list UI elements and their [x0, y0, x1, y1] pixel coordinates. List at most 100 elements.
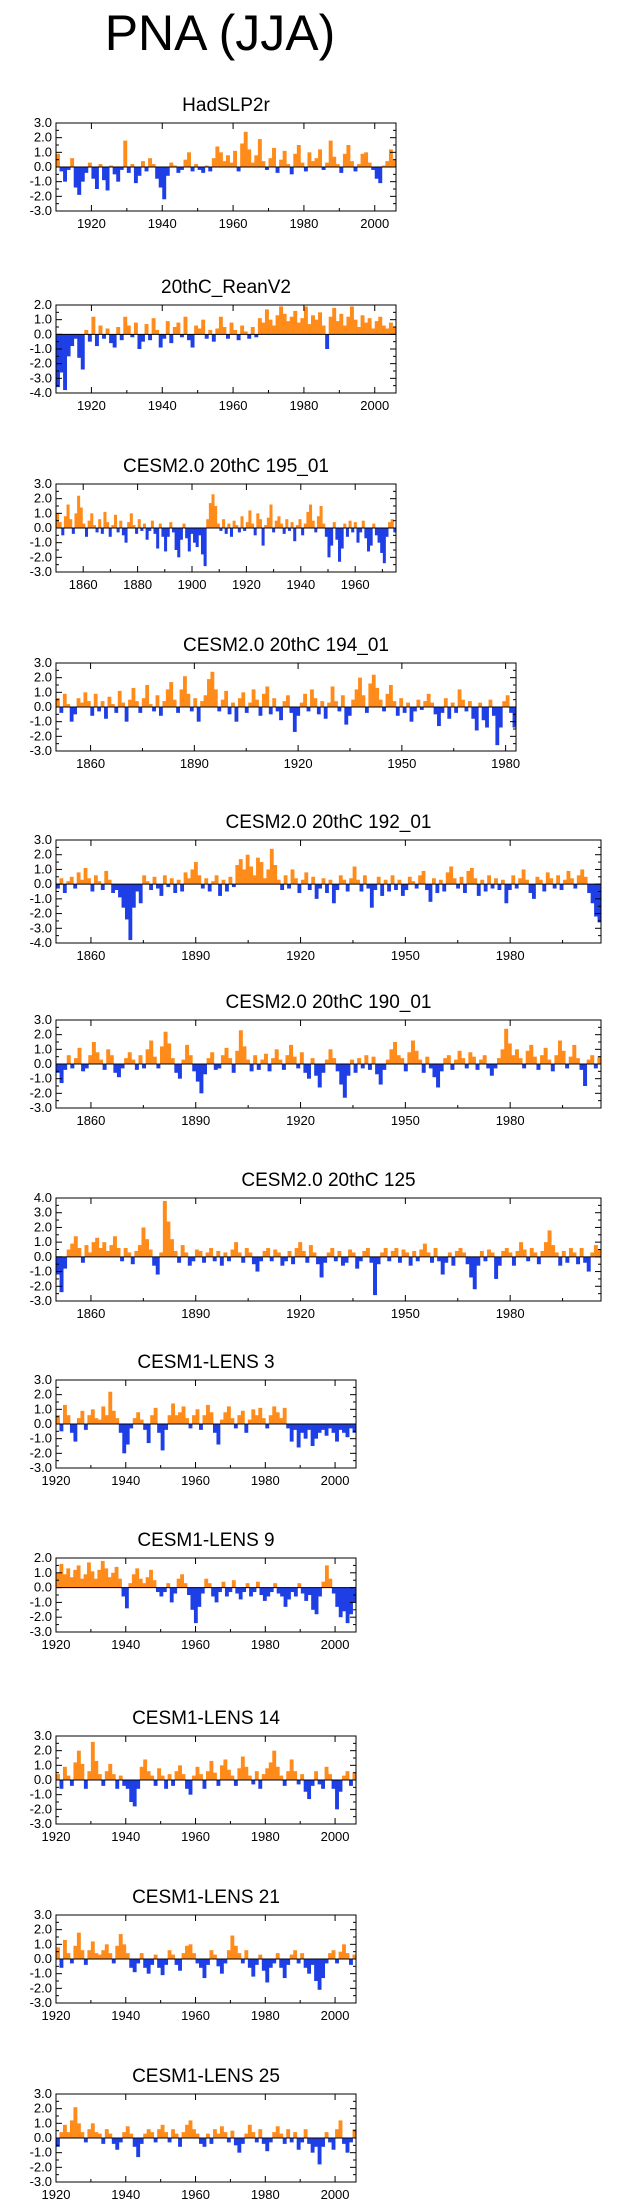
positive-anomaly-bar [401, 1249, 406, 1257]
positive-anomaly-bar [316, 516, 320, 528]
positive-anomaly-bar [186, 693, 191, 707]
negative-anomaly-bar [153, 2138, 158, 2143]
positive-anomaly-bar [244, 1766, 249, 1780]
negative-anomaly-bar [325, 884, 329, 893]
negative-anomaly-bar [303, 1780, 308, 1792]
negative-anomaly-bar [120, 1256, 125, 1262]
positive-anomaly-bar [268, 158, 273, 167]
positive-anomaly-bar [119, 520, 123, 528]
positive-anomaly-bar [216, 523, 220, 528]
positive-anomaly-bar [166, 1583, 171, 1588]
negative-anomaly-bar [224, 1587, 229, 1597]
negative-anomaly-bar [296, 1064, 301, 1069]
negative-anomaly-bar [338, 1424, 343, 1430]
positive-anomaly-bar [522, 1249, 527, 1257]
positive-anomaly-bar [507, 1043, 512, 1064]
negative-anomaly-bar [176, 707, 180, 713]
x-tick-label: 1920 [77, 398, 106, 413]
positive-anomaly-bar [209, 1950, 214, 1959]
positive-anomaly-bar [215, 328, 220, 335]
x-tick-label: 1980 [251, 2008, 280, 2023]
positive-anomaly-bar [324, 1766, 329, 1780]
y-tick-label: -2.0 [30, 728, 52, 743]
positive-anomaly-bar [230, 1418, 235, 1424]
positive-anomaly-bar [289, 1954, 294, 1959]
negative-anomaly-bar [275, 167, 280, 173]
y-tick-label: -3.0 [30, 370, 52, 385]
positive-anomaly-bar [139, 1419, 144, 1424]
negative-anomaly-bar [400, 884, 405, 896]
positive-anomaly-bar [134, 1250, 139, 1257]
positive-anomaly-bar [109, 1055, 114, 1064]
negative-anomaly-bar [102, 167, 106, 181]
positive-anomaly-bar [192, 1953, 196, 1959]
positive-anomaly-bar [301, 1250, 306, 1257]
positive-anomaly-bar [179, 689, 184, 707]
negative-anomaly-bar [202, 2138, 207, 2147]
positive-anomaly-bar [252, 875, 257, 885]
negative-anomaly-bar [144, 167, 149, 172]
positive-anomaly-bar [213, 689, 218, 707]
positive-anomaly-bar [289, 1759, 294, 1780]
negative-anomaly-bar [118, 884, 122, 898]
negative-anomaly-bar [536, 1256, 541, 1265]
negative-anomaly-bar [185, 528, 189, 539]
positive-anomaly-bar [385, 1059, 390, 1064]
negative-anomaly-bar [132, 1959, 137, 1973]
positive-anomaly-bar [86, 701, 91, 707]
negative-anomaly-bar [311, 1587, 316, 1610]
chart-title: CESM2.0 20thC 195_01 [123, 456, 329, 477]
positive-anomaly-bar [90, 1409, 95, 1424]
negative-anomaly-bar [73, 884, 78, 889]
positive-anomaly-bar [109, 1245, 114, 1257]
positive-anomaly-bar [385, 161, 390, 167]
positive-anomaly-bar [234, 1242, 239, 1257]
positive-anomaly-bar [63, 516, 67, 528]
positive-anomaly-bar [159, 1252, 164, 1257]
positive-anomaly-bar [277, 516, 281, 528]
positive-anomaly-bar [206, 1771, 210, 1780]
negative-anomaly-bar [209, 2138, 214, 2144]
positive-anomaly-bar [293, 1950, 298, 1959]
negative-anomaly-bar [160, 1424, 165, 1451]
negative-anomaly-bar [287, 528, 291, 531]
positive-anomaly-bar [334, 701, 338, 707]
positive-anomaly-bar [110, 704, 115, 707]
positive-anomaly-bar [107, 696, 112, 707]
positive-anomaly-bar [286, 321, 291, 335]
x-tick-label: 1920 [284, 756, 313, 771]
negative-anomaly-bar [187, 334, 191, 341]
y-tick-label: -2.0 [30, 1980, 52, 1995]
positive-anomaly-bar [87, 2129, 92, 2138]
negative-anomaly-bar [156, 1064, 161, 1069]
positive-anomaly-bar [127, 1252, 132, 1257]
negative-anomaly-bar [191, 1256, 196, 1262]
negative-anomaly-bar [380, 528, 384, 553]
positive-anomaly-bar [285, 1055, 290, 1064]
positive-anomaly-bar [66, 504, 70, 528]
y-tick-label: -1.0 [30, 714, 52, 729]
positive-anomaly-bar [554, 1055, 559, 1064]
positive-anomaly-bar [183, 316, 188, 335]
negative-anomaly-bar [507, 884, 512, 891]
negative-anomaly-bar [349, 1424, 353, 1429]
negative-anomaly-bar [187, 1587, 191, 1595]
positive-anomaly-bar [152, 1056, 157, 1064]
positive-anomaly-bar [371, 1056, 376, 1064]
negative-anomaly-bar [327, 528, 331, 558]
negative-anomaly-bar [583, 1064, 588, 1086]
positive-anomaly-bar [237, 1252, 242, 1257]
positive-anomaly-bar [351, 1252, 356, 1257]
positive-anomaly-bar [111, 525, 115, 528]
negative-anomaly-bar [261, 1959, 266, 1971]
negative-anomaly-bar [318, 884, 322, 889]
positive-anomaly-bar [330, 1248, 335, 1257]
positive-anomaly-bar [261, 161, 266, 167]
negative-anomaly-bar [206, 1959, 210, 1965]
positive-anomaly-bar [167, 1043, 172, 1064]
positive-anomaly-bar [169, 878, 174, 885]
positive-anomaly-bar [241, 692, 246, 707]
negative-anomaly-bar [193, 1587, 198, 1624]
y-tick-label: 3.0 [34, 1372, 52, 1387]
y-tick-label: -2.0 [30, 549, 52, 564]
